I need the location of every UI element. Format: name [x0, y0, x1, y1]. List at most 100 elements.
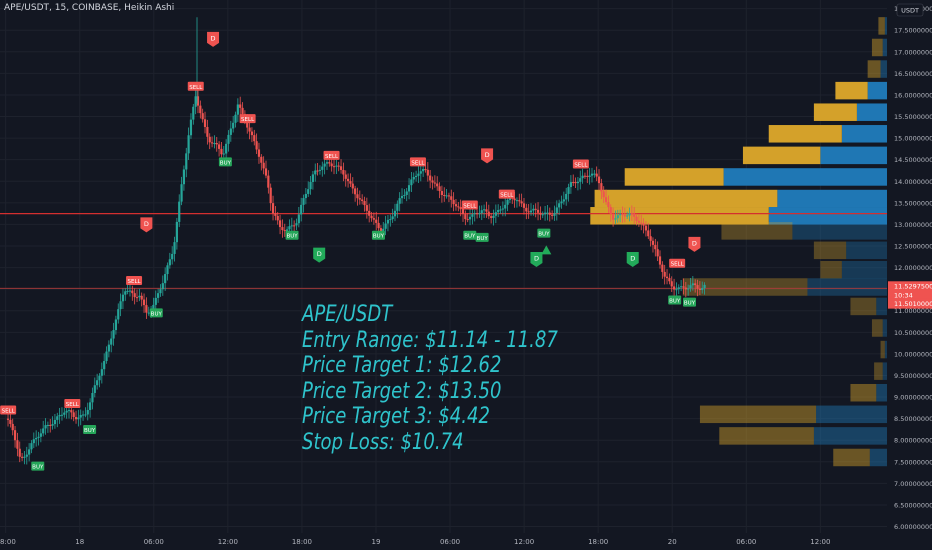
candle-body	[295, 223, 298, 226]
candle-body	[227, 134, 230, 144]
candle-body	[520, 201, 523, 204]
candle-body	[651, 240, 655, 245]
candle-body	[386, 219, 390, 224]
sell-signal-badge: SELL	[187, 81, 204, 91]
candle-body	[466, 219, 469, 221]
candle-body	[461, 209, 465, 215]
stop-loss: Stop Loss: $10.74	[302, 429, 464, 455]
candle-body	[171, 253, 174, 260]
candle-body	[640, 222, 643, 224]
candle-body	[635, 216, 638, 221]
candle-body	[680, 286, 683, 288]
signal-badge-box	[537, 228, 551, 238]
candle-body	[565, 193, 568, 200]
signal-badge-label: BUY	[538, 232, 550, 238]
volume-profile-bar-down	[841, 260, 887, 279]
candle-body	[400, 195, 404, 199]
signal-badge-label: BUY	[151, 311, 163, 317]
candle-body	[541, 214, 544, 216]
candle-body	[337, 165, 340, 167]
secondary-price-tag	[888, 298, 932, 309]
candle-body	[483, 209, 486, 211]
candle-body	[250, 131, 254, 136]
sell-signal-badge: SELL	[126, 276, 143, 285]
buy-signal-badge: BUY	[285, 230, 299, 240]
volume-profile-bar-up	[880, 340, 885, 359]
signal-badge-box	[498, 189, 515, 199]
signal-badge-label: SELL	[189, 85, 203, 91]
candle-body	[478, 213, 481, 215]
candle-body	[649, 236, 652, 241]
buy-signal-badge: BUY	[475, 232, 489, 242]
candle-body	[534, 208, 537, 210]
candle-body	[642, 223, 645, 226]
volume-profile-bar-up	[820, 260, 842, 279]
volume-profile-bar-down	[723, 168, 887, 186]
volume-profile-bar-down	[792, 222, 887, 240]
signal-badge-label: BUY	[669, 298, 681, 304]
candle-body	[405, 191, 408, 195]
price-axis-label: 15.00000000	[894, 135, 932, 143]
candle-body	[25, 454, 28, 457]
candle-body	[384, 223, 387, 229]
candle-body	[74, 417, 78, 420]
signal-badge-label: SELL	[574, 162, 588, 168]
candle-body	[525, 207, 528, 212]
volume-profile-bar-up	[867, 60, 881, 78]
divergence-marker	[140, 217, 153, 233]
signal-badge-label: BUY	[220, 160, 232, 166]
candle-body	[110, 338, 113, 345]
candle-body	[178, 201, 181, 222]
entry-range: Entry Range: $11.14 - 11.87	[302, 327, 558, 353]
candle-body	[567, 187, 570, 194]
candle-body	[372, 218, 375, 220]
candle-body	[117, 309, 120, 320]
signal-badge-box	[409, 157, 426, 167]
candle-body	[126, 290, 129, 292]
volume-profile-bar-down	[816, 405, 887, 424]
candle-body	[494, 212, 497, 216]
divergence-marker	[481, 148, 494, 164]
candle-body	[443, 194, 446, 196]
candle-body	[504, 204, 507, 209]
candle-body	[302, 198, 305, 205]
candle-body	[93, 385, 96, 393]
buy-signal-badge: BUY	[218, 157, 232, 167]
candle-body	[16, 440, 19, 449]
candle-body	[44, 425, 47, 429]
candle-body	[28, 449, 31, 455]
candle-body	[555, 207, 558, 214]
candle-body	[422, 168, 425, 172]
candle-body	[236, 104, 239, 115]
sell-signal-badge: SELL	[239, 114, 256, 124]
signal-badge-box	[371, 230, 385, 240]
volume-profile-bar-down	[882, 319, 887, 337]
candle-body	[175, 221, 178, 243]
candle-body	[672, 286, 676, 290]
candle-body	[39, 433, 42, 437]
volume-profile-bar-up	[768, 125, 842, 143]
divergence-marker-label: D	[317, 250, 322, 258]
volume-profile-bar-up	[742, 146, 821, 165]
candle-body	[682, 286, 685, 288]
candle-body	[269, 187, 272, 204]
candle-body	[107, 344, 110, 352]
signal-badge-box	[83, 424, 97, 434]
candle-body	[597, 176, 601, 184]
currency-badge	[896, 3, 924, 17]
candle-body	[271, 203, 275, 214]
candle-body	[131, 290, 134, 294]
candle-body	[398, 198, 401, 204]
candle-body	[253, 135, 256, 142]
candle-body	[586, 175, 589, 177]
candle-body	[370, 215, 373, 219]
candle-body	[358, 198, 361, 200]
signal-badge-label: SELL	[671, 262, 685, 268]
candle-body	[208, 136, 211, 143]
time-axis-label: 06:00	[440, 538, 460, 546]
candle-body	[391, 216, 394, 220]
candle-body	[687, 288, 690, 290]
signal-badge-label: SELL	[2, 408, 16, 414]
